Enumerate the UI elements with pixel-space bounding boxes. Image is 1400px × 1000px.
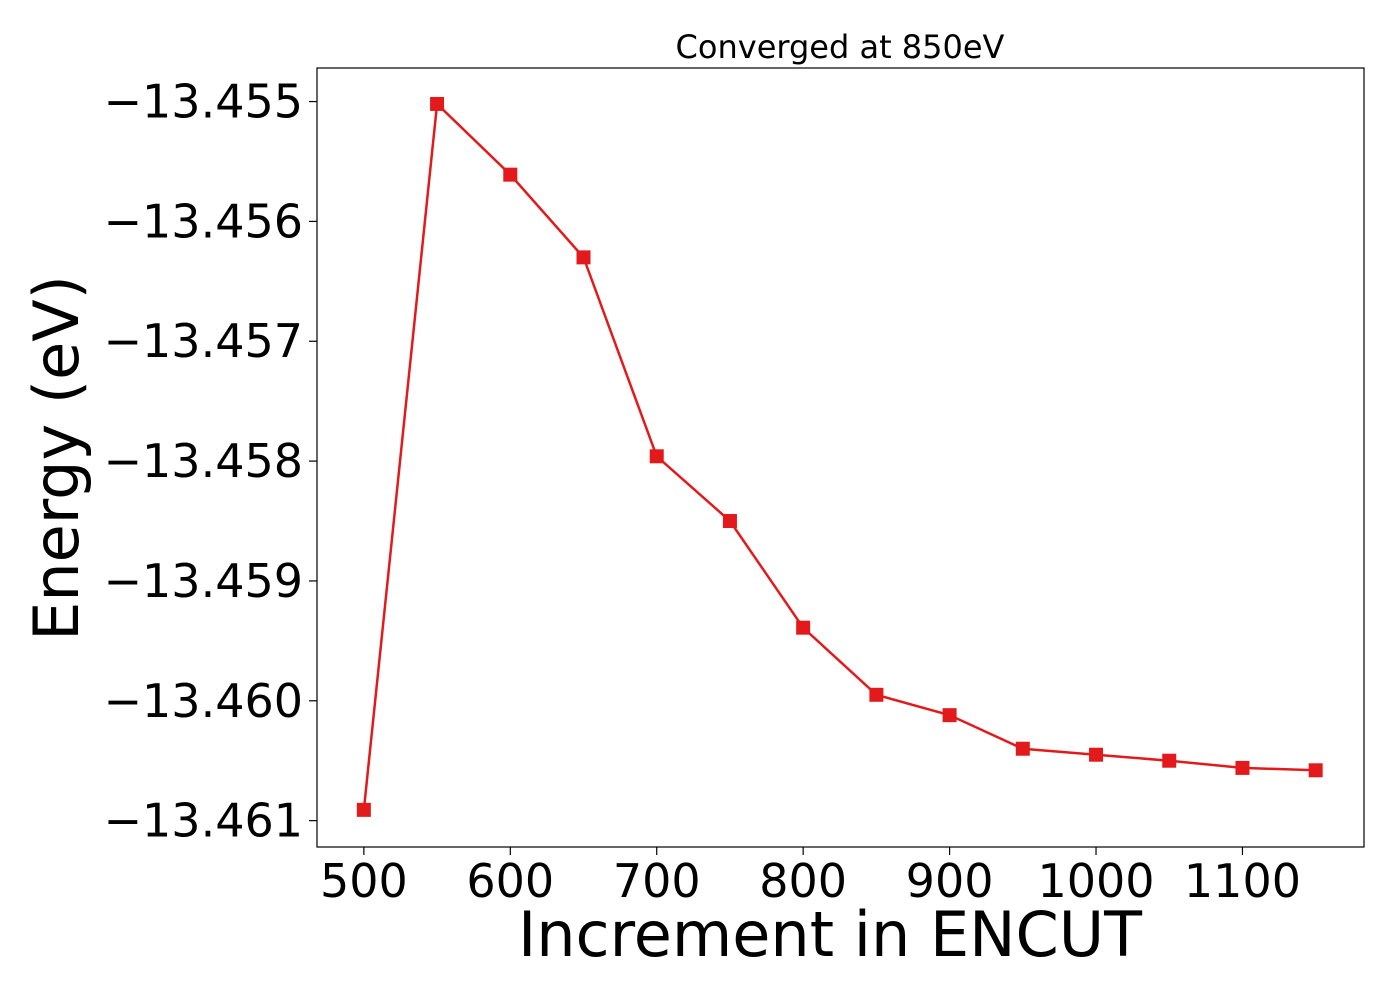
data-point-marker	[649, 449, 664, 464]
x-tick-label: 1000	[1037, 854, 1154, 908]
x-tick-label: 700	[613, 854, 701, 908]
data-point-marker	[356, 802, 371, 817]
y-tick-label: −13.461	[104, 794, 304, 848]
y-tick-label: −13.457	[104, 314, 304, 368]
y-tick-label: −13.458	[104, 434, 304, 488]
y-tick-label: −13.460	[104, 674, 304, 728]
x-tick-label: 1100	[1184, 854, 1301, 908]
series-group	[356, 96, 1323, 817]
data-point-marker	[1089, 747, 1104, 762]
data-point-marker	[503, 167, 518, 182]
x-tick-label: 800	[759, 854, 847, 908]
x-axis-label: Increment in ENCUT	[518, 898, 1143, 971]
data-point-marker	[722, 514, 737, 529]
data-point-marker	[1235, 760, 1250, 775]
data-point-marker	[942, 708, 957, 723]
data-point-marker	[430, 96, 445, 111]
plot-frame	[316, 67, 1365, 848]
data-point-marker	[796, 620, 811, 635]
chart-title: Converged at 850eV	[676, 28, 1005, 66]
plot-area	[316, 67, 1365, 848]
data-point-marker	[1162, 753, 1177, 768]
series-line	[362, 101, 1316, 810]
x-tick-label: 600	[466, 854, 554, 908]
data-point-marker	[576, 250, 591, 265]
y-tick-label: −13.456	[104, 194, 304, 248]
y-axis-ticks: −13.455 −13.456 −13.457 −13.458 −13.459 −13.4…	[104, 75, 317, 848]
data-point-marker	[1308, 763, 1323, 778]
x-tick-label: 500	[320, 854, 408, 908]
data-point-marker	[869, 687, 884, 702]
x-tick-label: 900	[906, 854, 994, 908]
y-tick-label: −13.455	[104, 75, 304, 129]
x-axis-ticks: 500 600 700 800 900 1000 1100	[320, 847, 1301, 908]
y-axis-label: Energy (eV)	[20, 275, 93, 641]
y-tick-label: −13.459	[104, 554, 304, 608]
data-point-marker	[1015, 741, 1030, 756]
